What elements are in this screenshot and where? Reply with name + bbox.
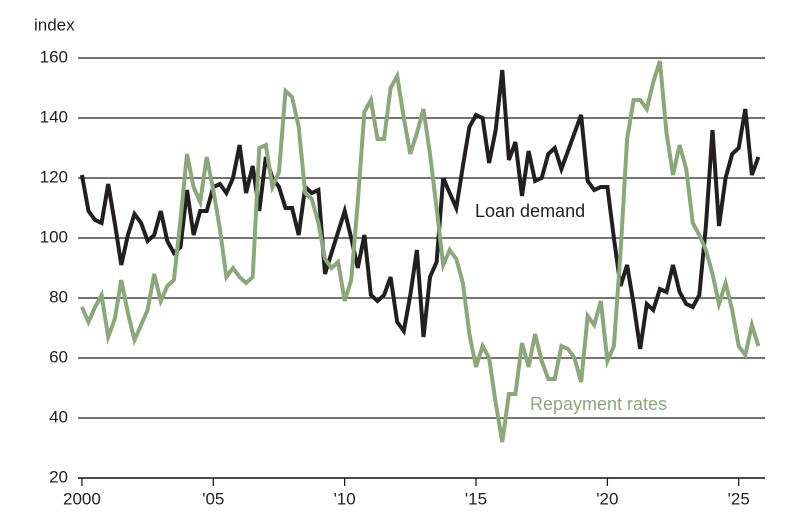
y-tick-label: 60 [49,347,68,366]
x-tick-label: '25 [728,489,750,508]
series-label: Loan demand [475,201,585,221]
y-tick-label: 100 [40,227,68,246]
x-tick-label: '10 [334,489,356,508]
y-tick-label: 20 [49,467,68,486]
x-tick-label: 2000 [63,489,101,508]
series-label: Repayment rates [530,394,667,414]
series-line [80,60,761,443]
x-tick-label: '15 [465,489,487,508]
y-axis-label: index [34,15,75,34]
x-tick-label: '20 [596,489,618,508]
y-tick-label: 40 [49,407,68,426]
y-tick-label: 140 [40,107,68,126]
y-tick-label: 80 [49,287,68,306]
y-tick-label: 120 [40,167,68,186]
y-tick-label: 160 [40,47,68,66]
series-line [79,69,761,350]
x-tick-label: '05 [202,489,224,508]
